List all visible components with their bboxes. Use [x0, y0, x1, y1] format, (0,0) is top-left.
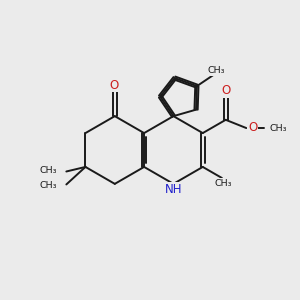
Text: O: O [222, 84, 231, 97]
Text: NH: NH [165, 183, 182, 196]
Text: CH₃: CH₃ [207, 66, 225, 75]
Text: CH₃: CH₃ [39, 166, 57, 175]
Text: CH₃: CH₃ [39, 182, 57, 190]
Text: CH₃: CH₃ [214, 179, 232, 188]
Text: O: O [248, 121, 257, 134]
Text: CH₃: CH₃ [269, 124, 287, 133]
Text: O: O [110, 79, 119, 92]
